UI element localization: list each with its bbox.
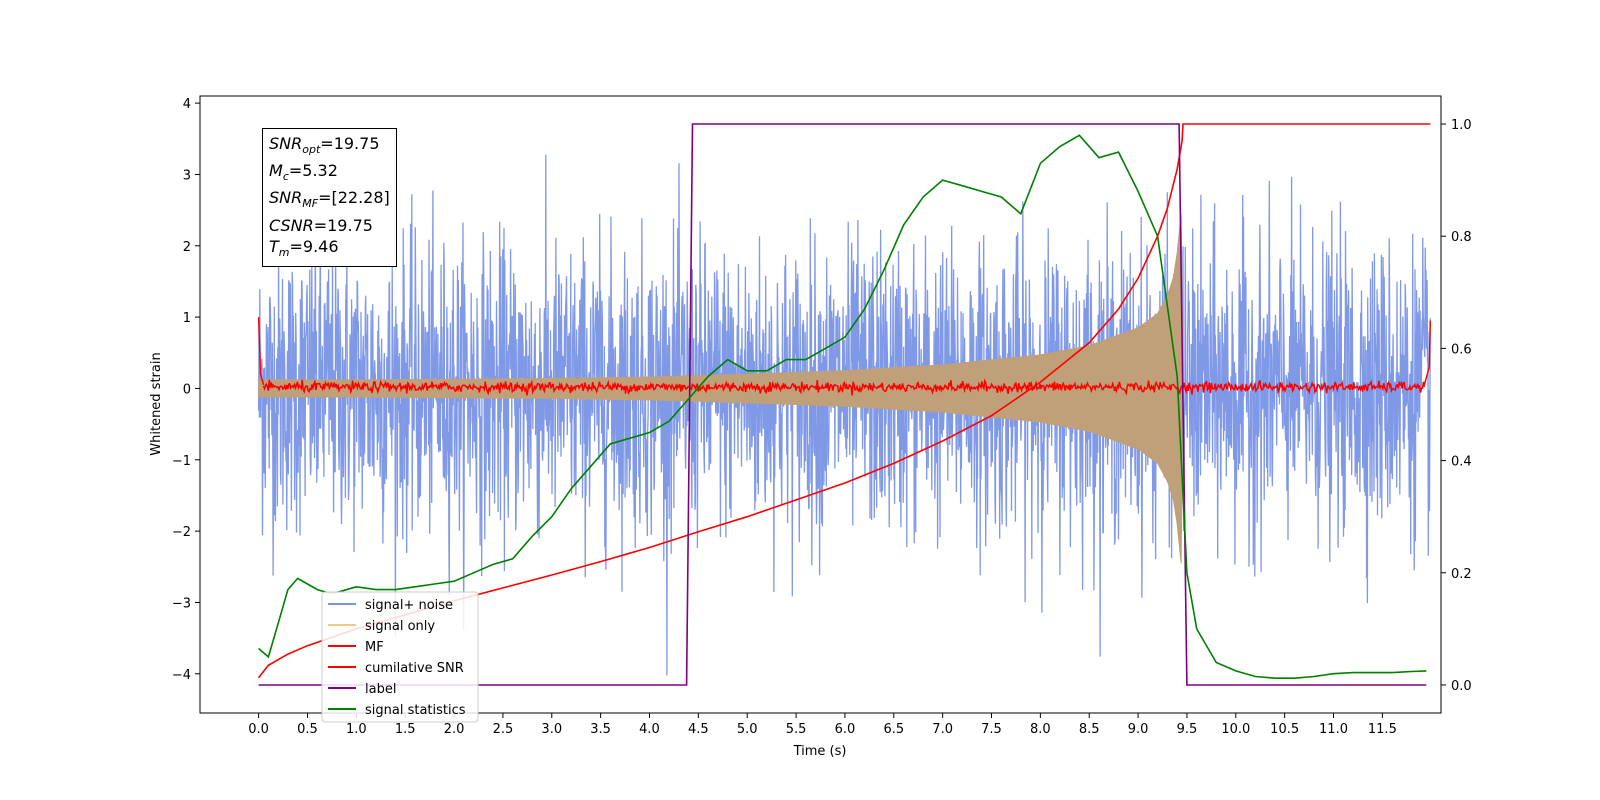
x-tick-label: 0.0 (248, 722, 269, 737)
x-tick-label: 2.0 (444, 722, 465, 737)
x-tick-label: 1.5 (395, 722, 416, 737)
y-tick-label: −2 (172, 525, 191, 540)
x-tick-label: 5.5 (786, 722, 807, 737)
x-tick-label: 3.5 (590, 722, 611, 737)
x-tick-label: 8.5 (1079, 722, 1100, 737)
y-tick-label: 1 (183, 311, 191, 326)
legend-label: MF (365, 640, 384, 655)
y-tick-label: 2 (183, 240, 191, 255)
x-tick-label: 9.0 (1128, 722, 1149, 737)
x-tick-label: 7.5 (981, 722, 1002, 737)
x-tick-label: 3.0 (541, 722, 562, 737)
legend-label: label (365, 682, 396, 697)
y2-tick-label: 0.6 (1451, 342, 1472, 357)
x-axis-label: Time (s) (793, 744, 847, 759)
legend-label: signal statistics (365, 703, 466, 718)
annotation-csnr: CSNR=19.75 (269, 215, 373, 235)
x-tick-label: 11.0 (1319, 722, 1348, 737)
x-tick-label: 6.5 (883, 722, 904, 737)
x-tick-label: 4.0 (639, 722, 660, 737)
y2-tick-label: 0.0 (1451, 679, 1472, 694)
x-tick-label: 0.5 (297, 722, 318, 737)
annotation-snr-opt: SNRopt=19.75 (269, 134, 380, 157)
series-label (258, 123, 1427, 686)
legend-label: signal+ noise (365, 598, 453, 613)
x-tick-label: 7.0 (932, 722, 953, 737)
x-tick-label: 6.0 (835, 722, 856, 737)
series-mf (257, 317, 1431, 396)
y2-tick-label: 0.8 (1451, 230, 1472, 245)
x-tick-label: 9.5 (1177, 722, 1198, 737)
y-tick-label: −3 (172, 596, 191, 611)
plot-frame (199, 95, 1442, 714)
legend-frame (321, 591, 479, 723)
legend-label: cumilative SNR (365, 661, 464, 676)
legend: signal+ noise signal only MF cumilative SNR… (321, 591, 479, 723)
legend-label: signal only (365, 619, 435, 634)
y-tick-label: 3 (183, 168, 191, 183)
y-tick-label: −4 (172, 668, 191, 683)
y-axis-label: Whitened strain (149, 352, 164, 455)
y2-tick-label: 0.2 (1451, 567, 1472, 582)
x-tick-label: 2.5 (493, 722, 514, 737)
y-tick-label: 4 (183, 97, 191, 112)
x-tick-label: 10.5 (1270, 722, 1299, 737)
x-tick-label: 11.5 (1368, 722, 1397, 737)
y-tick-label: −1 (172, 454, 191, 469)
y2-tick-label: 0.4 (1451, 455, 1472, 470)
x-tick-label: 10.0 (1221, 722, 1250, 737)
annotation-snr-mf: SNRMF=[22.28] (269, 188, 390, 211)
annotation-mc: Mc=5.32 (269, 161, 338, 184)
x-tick-label: 8.0 (1030, 722, 1051, 737)
annotation-tm: Tm=9.46 (269, 236, 339, 259)
x-tick-label: 1.0 (346, 722, 367, 737)
y2-tick-label: 1.0 (1451, 118, 1472, 133)
y-tick-label: 0 (183, 382, 191, 397)
series-signal-statistics (258, 134, 1427, 679)
x-tick-label: 5.0 (737, 722, 758, 737)
annotation-box: SNRopt=19.75 Mc=5.32 SNRMF=[22.28] CSNR=… (262, 128, 397, 267)
x-tick-label: 4.5 (688, 722, 709, 737)
series-signal-noise (257, 154, 1431, 676)
